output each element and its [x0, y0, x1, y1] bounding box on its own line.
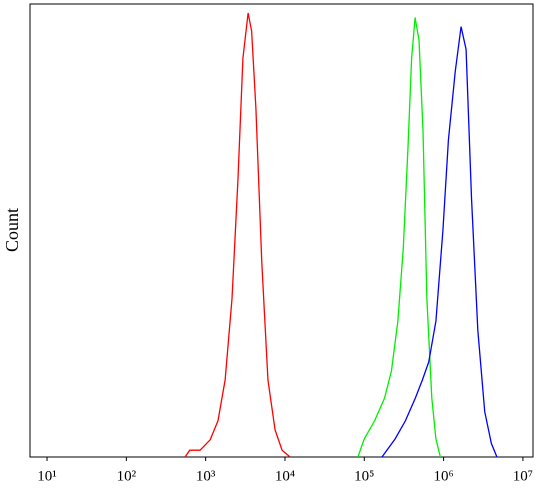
plot-frame [29, 3, 534, 458]
x-tick-label: 10⁶ [433, 468, 453, 484]
x-tick-label: 10⁴ [275, 468, 295, 484]
x-tick-label: 10⁷ [513, 468, 533, 484]
histogram-line [381, 26, 498, 458]
x-tick-label: 10² [117, 468, 137, 484]
histogram-line [184, 12, 291, 458]
x-tick-label: 10³ [196, 468, 216, 484]
x-tick-label: 10¹ [37, 468, 57, 484]
y-axis-label: Count [2, 208, 22, 252]
histogram-line [357, 17, 441, 458]
x-tick-label: 10⁵ [354, 468, 374, 484]
